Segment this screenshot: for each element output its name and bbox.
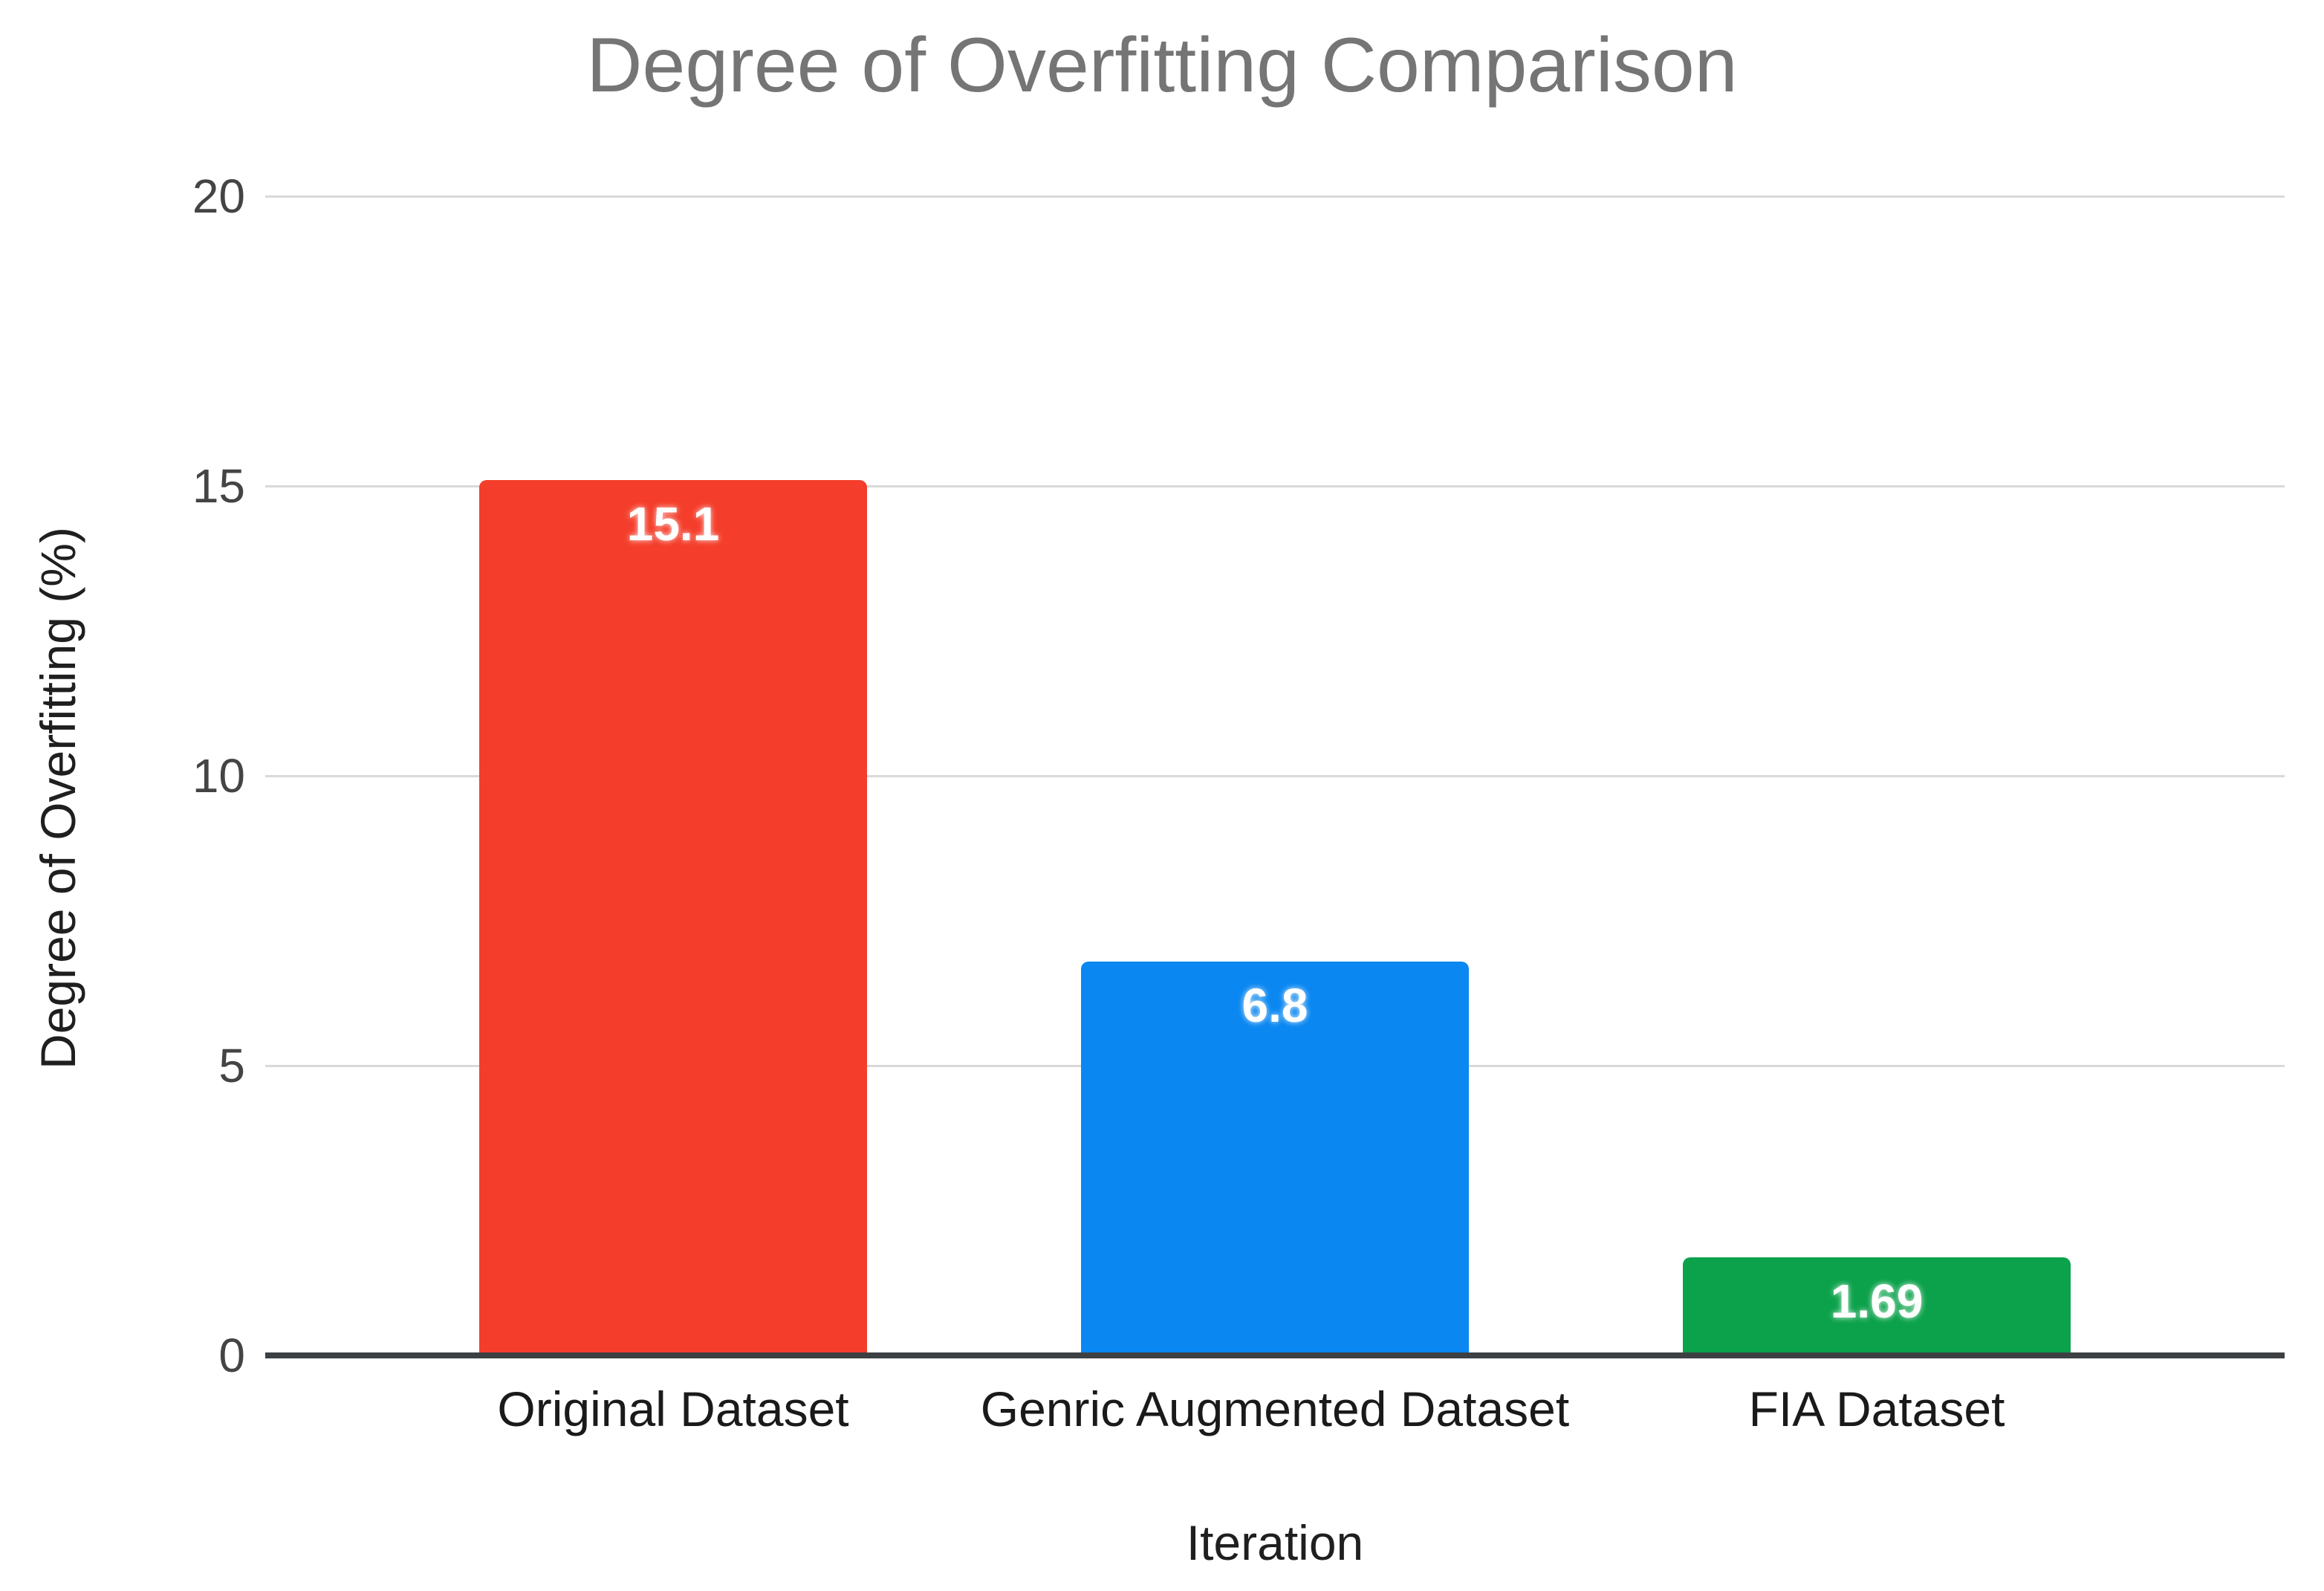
x-axis-title: Iteration bbox=[1186, 1515, 1364, 1570]
bar-1: 6.8 bbox=[1081, 961, 1469, 1355]
bar-value-label: 6.8 bbox=[1241, 978, 1308, 1032]
bar-value-label: 1.69 bbox=[1830, 1274, 1924, 1329]
chart-title: Degree of Overfitting Comparison bbox=[586, 22, 1738, 108]
category-label: FIA Dataset bbox=[1748, 1381, 2005, 1436]
bar-2: 1.69 bbox=[1683, 1257, 2071, 1355]
y-tick-label: 5 bbox=[218, 1039, 245, 1092]
category-label: Original Dataset bbox=[497, 1381, 849, 1436]
category-label: Genric Augmented Dataset bbox=[980, 1381, 1570, 1436]
gridline bbox=[265, 195, 2285, 198]
bar-0: 15.1 bbox=[479, 480, 867, 1355]
y-tick-label: 0 bbox=[218, 1329, 245, 1382]
y-tick-label: 15 bbox=[192, 459, 245, 513]
gridline bbox=[265, 485, 2285, 487]
bar-value-label: 15.1 bbox=[626, 497, 720, 551]
plot-area: 15.1 6.8 1.69 bbox=[265, 195, 2285, 1358]
y-tick-label: 10 bbox=[192, 749, 245, 803]
x-axis-baseline bbox=[265, 1352, 2285, 1358]
gridline bbox=[265, 774, 2285, 777]
y-tick-label: 20 bbox=[192, 169, 245, 223]
